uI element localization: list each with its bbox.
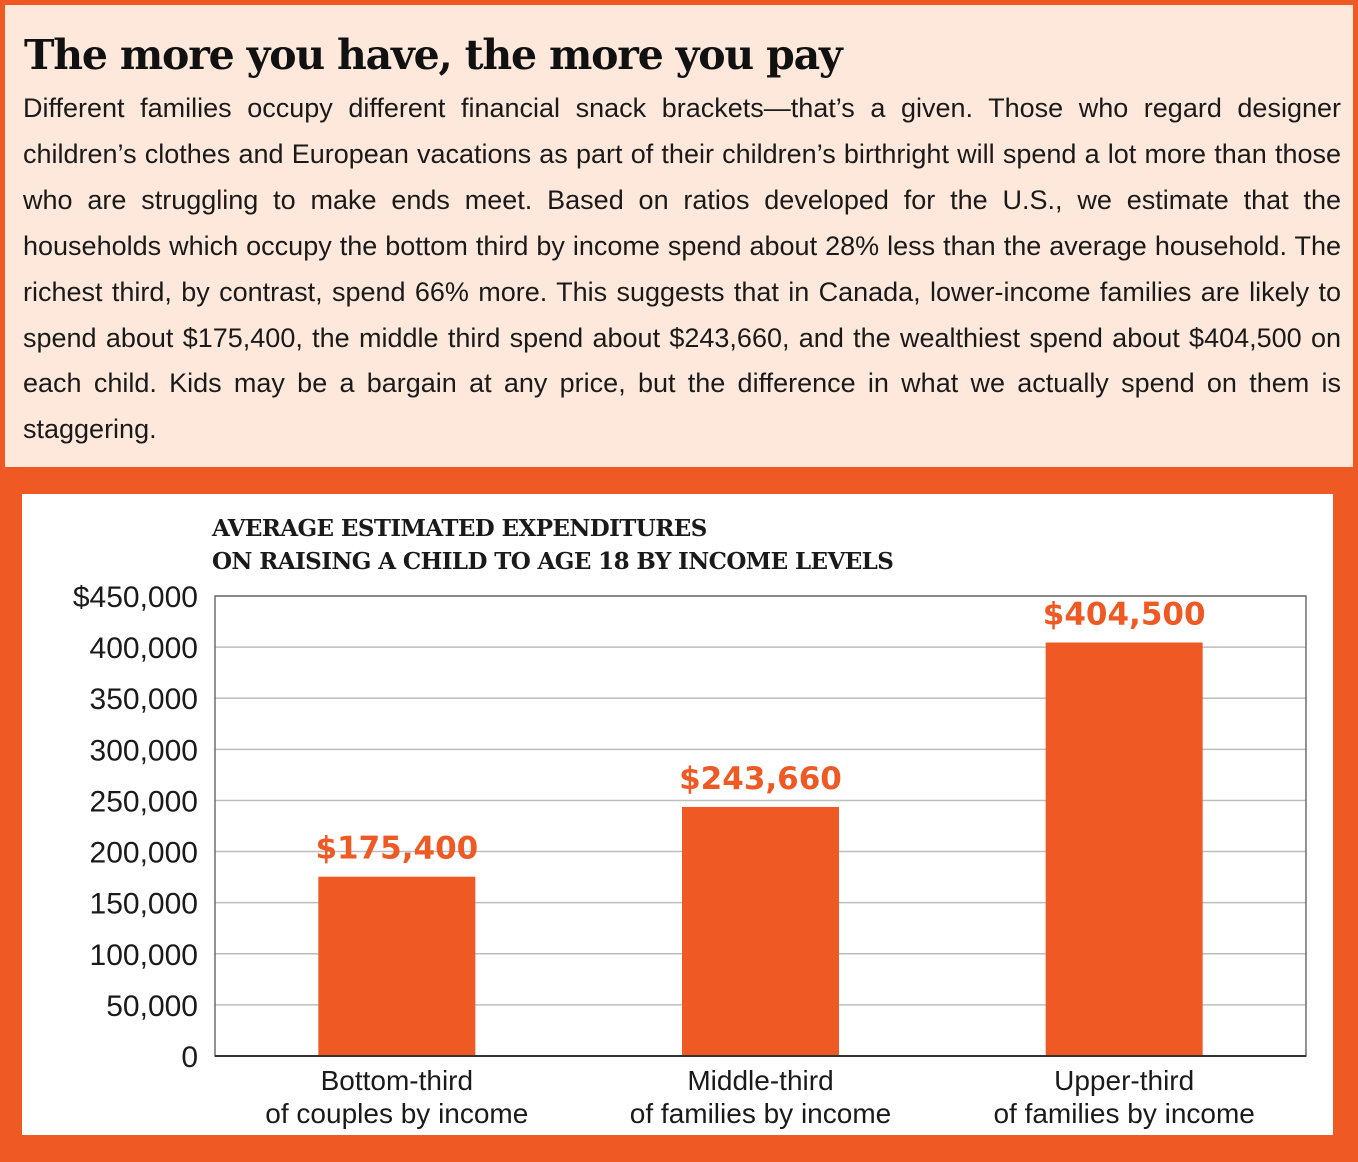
data-label: $243,660 bbox=[679, 761, 842, 797]
y-tick-label: $450,000 bbox=[73, 581, 198, 614]
data-label: $404,500 bbox=[1043, 597, 1206, 633]
intro-paragraph: Different families occupy different fina… bbox=[23, 93, 1341, 445]
y-tick-label: 200,000 bbox=[90, 837, 198, 870]
x-category-label: Bottom-third bbox=[321, 1065, 474, 1096]
x-category-label: of families by income bbox=[993, 1098, 1254, 1129]
chart-title-line: AVERAGE ESTIMATED EXPENDITURES bbox=[211, 515, 707, 542]
bar bbox=[318, 876, 476, 1056]
chart-panel: AVERAGE ESTIMATED EXPENDITURES ON RAISING… bbox=[22, 494, 1333, 1135]
y-tick-label: 50,000 bbox=[106, 990, 198, 1023]
bar-chart: AVERAGE ESTIMATED EXPENDITURES ON RAISING… bbox=[73, 515, 1307, 1129]
y-tick-label: 100,000 bbox=[90, 939, 198, 972]
intro-panel: The more you have, the more you pay Diff… bbox=[5, 5, 1353, 467]
y-tick-label: 150,000 bbox=[90, 888, 198, 921]
headline: The more you have, the more you pay bbox=[24, 31, 843, 79]
x-category-label: of couples by income bbox=[265, 1098, 528, 1129]
y-tick-label: 250,000 bbox=[90, 785, 198, 818]
y-tick-label: 300,000 bbox=[90, 734, 198, 767]
y-tick-label: 400,000 bbox=[90, 632, 198, 665]
y-tick-label: 0 bbox=[181, 1041, 198, 1074]
chart-title-line: ON RAISING A CHILD TO AGE 18 BY INCOME L… bbox=[212, 548, 893, 575]
y-tick-label: 350,000 bbox=[90, 683, 198, 716]
bar bbox=[682, 806, 839, 1056]
x-category-label: Upper-third bbox=[1054, 1065, 1194, 1096]
bar bbox=[1045, 642, 1203, 1056]
x-category-label: Middle-third bbox=[687, 1065, 833, 1096]
data-label: $175,400 bbox=[315, 831, 478, 867]
x-category-label: of families by income bbox=[630, 1098, 891, 1129]
